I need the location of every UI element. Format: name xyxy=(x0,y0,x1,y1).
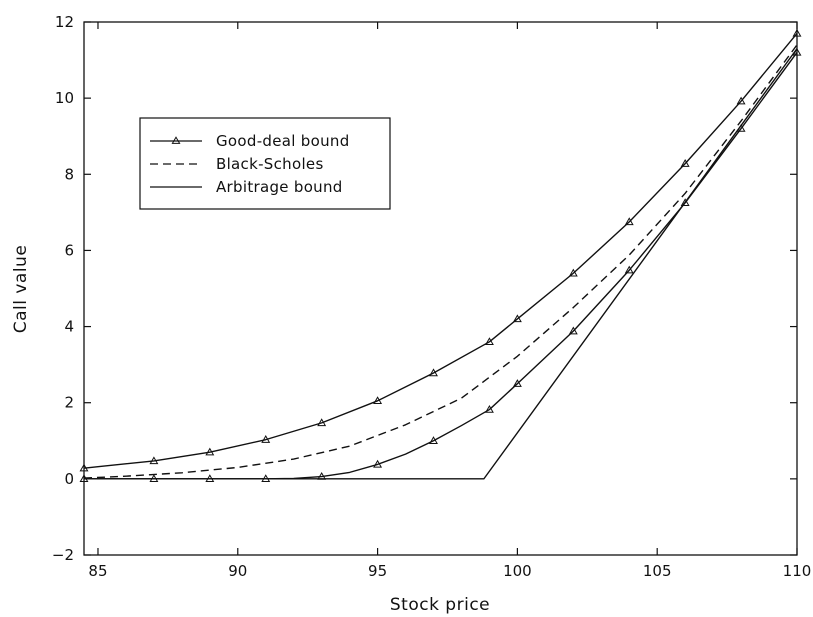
marker-lower xyxy=(149,474,159,483)
series-line-black-scholes xyxy=(83,44,798,479)
marker-lower xyxy=(512,379,522,387)
y-tick-label: 4 xyxy=(64,318,74,336)
legend-label-arbitrage: Arbitrage bound xyxy=(216,178,343,196)
marker-lower xyxy=(373,459,383,468)
x-tick-label: 100 xyxy=(503,562,532,580)
marker-upper xyxy=(736,96,746,105)
x-tick-label: 110 xyxy=(783,562,812,580)
y-tick-label: 12 xyxy=(55,13,74,31)
x-axis-title: Stock price xyxy=(390,595,490,615)
marker-upper xyxy=(484,337,494,345)
marker-lower xyxy=(261,474,271,483)
marker-layer xyxy=(79,28,802,483)
y-tick-label: 10 xyxy=(55,89,74,107)
marker-upper xyxy=(512,314,522,323)
x-tick-label: 105 xyxy=(643,562,672,580)
marker-upper xyxy=(149,456,159,465)
series-line-arbitrage-bound xyxy=(84,48,798,480)
marker-lower xyxy=(680,198,690,207)
y-tick-label: 6 xyxy=(64,241,74,259)
legend: Good-deal bound Black-Scholes Arbitrage … xyxy=(139,117,391,210)
y-tick-label: 2 xyxy=(64,394,74,412)
marker-lower xyxy=(484,404,494,413)
y-tick-label: 0 xyxy=(64,470,74,488)
y-tick-label: −2 xyxy=(52,546,74,564)
marker-lower xyxy=(205,474,215,483)
marker-upper xyxy=(680,159,690,167)
marker-lower xyxy=(429,436,438,444)
marker-lower xyxy=(736,123,746,132)
marker-upper xyxy=(792,28,802,37)
marker-upper xyxy=(624,217,634,226)
marker-upper xyxy=(261,435,271,443)
marker-upper xyxy=(79,463,89,472)
axes-layer: 85 90 95 100 105 110 −2 0 2 4 6 8 10 12 xyxy=(52,13,811,580)
marker-lower xyxy=(792,47,802,56)
plot-frame xyxy=(83,21,798,556)
y-tick-label: 8 xyxy=(64,165,74,183)
series-line-good-deal-bound-lower xyxy=(84,52,798,480)
x-tick-label: 95 xyxy=(368,562,387,580)
series-layer xyxy=(83,32,798,480)
marker-lower xyxy=(568,326,578,335)
marker-upper xyxy=(373,396,383,405)
y-axis-title: Call value xyxy=(11,245,31,334)
marker-lower xyxy=(624,265,634,274)
legend-label-black-scholes: Black-Scholes xyxy=(216,155,324,173)
marker-upper xyxy=(429,368,438,377)
marker-lower xyxy=(317,471,327,480)
x-tick-label: 85 xyxy=(88,562,107,580)
marker-upper xyxy=(317,418,327,427)
x-tick-label: 90 xyxy=(228,562,247,580)
marker-upper xyxy=(205,447,215,456)
series-line-good-deal-bound-upper xyxy=(83,32,798,469)
marker-lower xyxy=(79,474,89,483)
legend-marker-triangle xyxy=(171,136,181,144)
legend-label-good-deal: Good-deal bound xyxy=(216,132,350,150)
marker-upper xyxy=(568,268,578,277)
